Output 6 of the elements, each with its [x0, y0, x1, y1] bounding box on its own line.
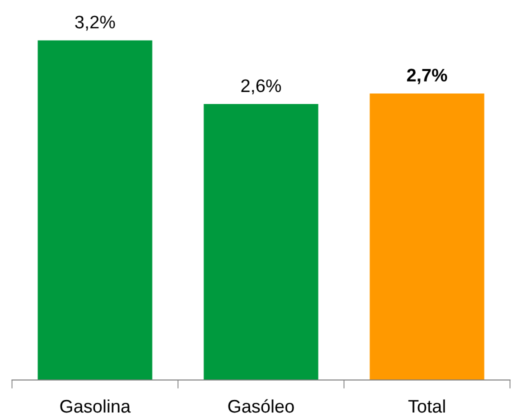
data-label: 2,7% [407, 68, 448, 84]
x-tick-label: Total [408, 399, 445, 413]
x-tick-label: Gasóleo [228, 399, 294, 413]
data-label: 3,2% [75, 16, 115, 31]
x-tick-label: Gasolina [60, 399, 131, 413]
data-label: 2,6% [241, 79, 281, 94]
